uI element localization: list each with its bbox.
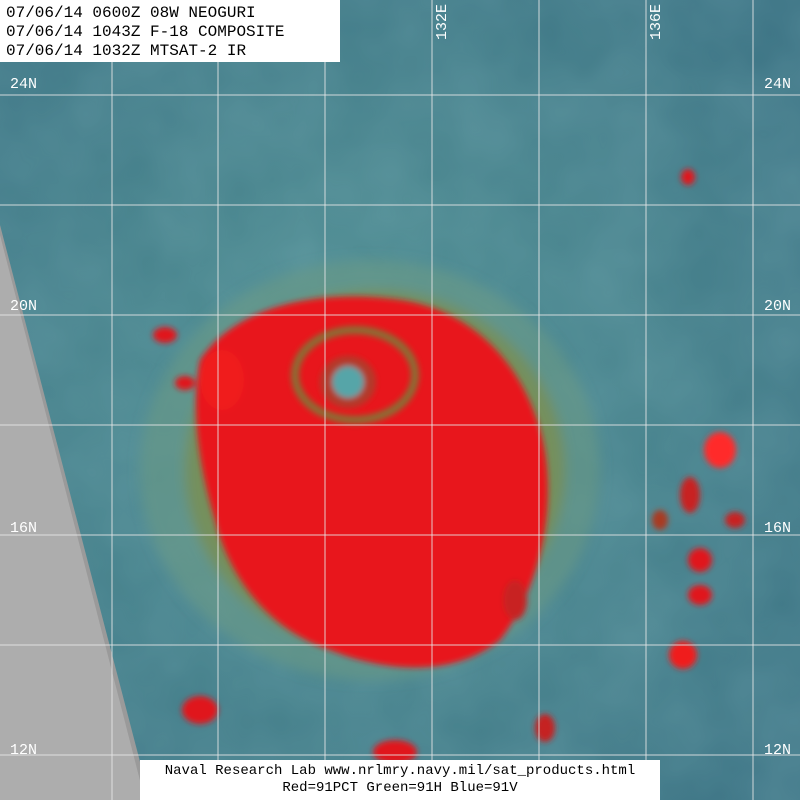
latitude-label: 16N xyxy=(764,520,791,537)
storm-core xyxy=(153,169,745,764)
header-line: 07/06/14 1043Z F-18 COMPOSITE xyxy=(6,23,284,41)
longitude-label: 132E xyxy=(434,4,451,40)
longitude-label: 136E xyxy=(648,4,665,40)
latitude-label: 24N xyxy=(764,76,791,93)
footer-box xyxy=(140,760,660,800)
header-line: 07/06/14 0600Z 08W NEOGURI xyxy=(6,4,256,22)
latitude-label: 12N xyxy=(10,742,37,759)
latitude-label: 20N xyxy=(10,298,37,315)
footer-line: Naval Research Lab www.nrlmry.navy.mil/s… xyxy=(165,763,635,779)
latitude-label: 20N xyxy=(764,298,791,315)
latitude-label: 12N xyxy=(764,742,791,759)
eyewall xyxy=(291,326,419,424)
header-line: 07/06/14 1032Z MTSAT-2 IR xyxy=(6,42,246,60)
latitude-label: 16N xyxy=(10,520,37,537)
latitude-label: 24N xyxy=(10,76,37,93)
ir-region xyxy=(0,235,145,800)
header-box xyxy=(0,0,340,62)
footer-line: Red=91PCT Green=91H Blue=91V xyxy=(282,780,518,796)
